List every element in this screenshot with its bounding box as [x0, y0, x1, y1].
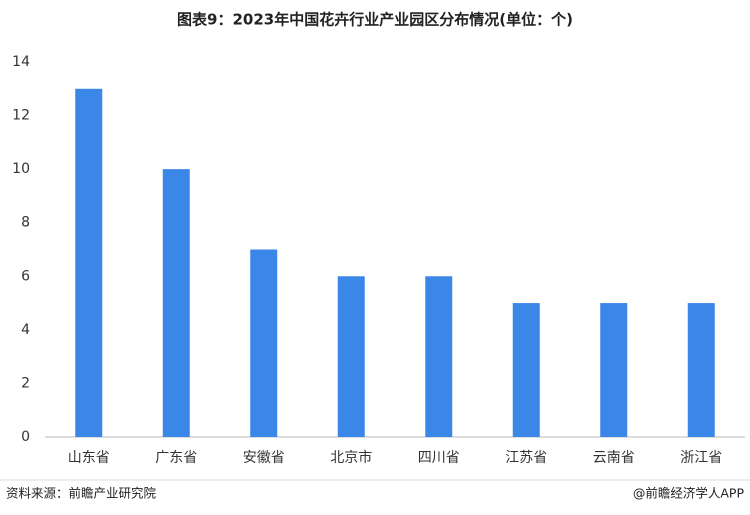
y-tick-label: 0 — [21, 429, 30, 445]
x-tick-label: 安徽省 — [243, 450, 285, 466]
bar — [687, 303, 715, 437]
y-tick-label: 4 — [21, 322, 30, 338]
bar — [512, 303, 540, 437]
x-tick-label: 云南省 — [593, 450, 635, 466]
source: 资料来源：前瞻产业研究院 — [6, 486, 157, 501]
chart-title: 图表9：2023年中国花卉行业产业园区分布情况(单位：个) — [177, 11, 573, 29]
bar — [75, 88, 103, 438]
x-tick-label: 广东省 — [155, 450, 197, 466]
credit: @前瞻经济学人APP — [633, 486, 745, 501]
bar — [600, 303, 628, 437]
bar — [425, 276, 453, 437]
y-tick-label: 2 — [21, 375, 30, 391]
bar — [250, 249, 278, 437]
bar — [337, 276, 365, 437]
bar — [162, 169, 190, 437]
y-tick-label: 14 — [12, 54, 30, 70]
x-tick-label: 江苏省 — [505, 450, 547, 466]
y-tick-label: 6 — [21, 268, 30, 284]
y-tick-label: 8 — [21, 215, 30, 231]
x-tick-label: 浙江省 — [680, 450, 722, 466]
x-tick-label: 山东省 — [68, 450, 110, 466]
x-tick-label: 四川省 — [418, 450, 460, 466]
y-tick-label: 10 — [12, 161, 30, 177]
x-tick-label: 北京市 — [330, 449, 372, 466]
y-tick-label: 12 — [12, 108, 30, 124]
